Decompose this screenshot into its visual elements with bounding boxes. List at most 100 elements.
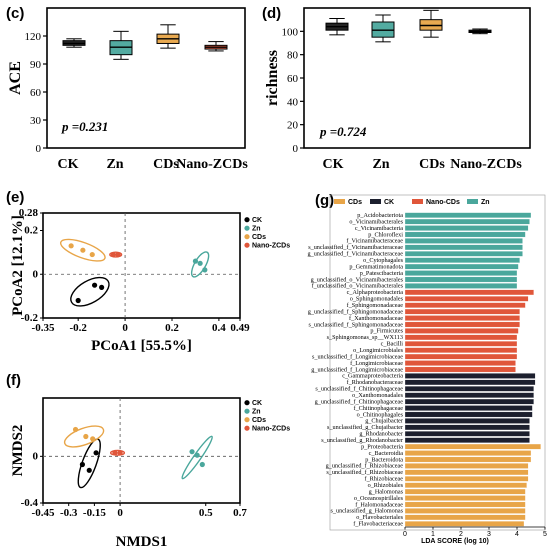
lda-bar <box>404 308 520 315</box>
lda-bar <box>404 257 520 263</box>
taxon-label: c_Gammaproteobacteria <box>342 373 403 380</box>
y-tick-label: 0 <box>36 143 42 155</box>
y-axis-title: PCoA2 [12.1%] <box>10 215 26 316</box>
legend-swatch-nano-cds <box>412 199 423 204</box>
confidence-ellipse-nano-zcds <box>109 449 126 456</box>
lda-bar <box>404 244 523 251</box>
x-category-label: CDs <box>419 157 445 172</box>
lda-bar <box>404 283 518 289</box>
lda-bar <box>404 218 530 225</box>
x-category-label: Nano-ZCDs <box>450 157 522 172</box>
lda-bar <box>404 315 520 321</box>
point-ck <box>93 450 99 456</box>
lda-bar <box>404 276 518 283</box>
y-tick-label: 0 <box>33 450 39 462</box>
legend-marker-ck <box>244 217 250 223</box>
taxon-label: f_Xanthomonadaceae <box>349 315 403 322</box>
legend-label: Nano-ZCDs <box>252 243 290 250</box>
y-tick-label: 30 <box>30 115 42 127</box>
point-ck <box>75 297 81 304</box>
lda-bar <box>404 353 518 360</box>
panel-label-f: (f) <box>6 372 21 389</box>
taxon-label: f_Sphingomonadaceae <box>347 302 404 309</box>
lda-bar <box>404 238 523 244</box>
legend-marker-zn <box>244 408 250 414</box>
lda-bar <box>404 296 529 302</box>
lda-bar <box>404 321 520 328</box>
p-value-annotation: p =0.724 <box>319 124 367 139</box>
x-axis-title: NMDS1 <box>116 534 168 550</box>
taxon-label: f_Vicinamibacteraceae <box>346 238 403 245</box>
pcoa-scatter-panel: -0.35 -0.2 0 0.2 0.4 0.49-0.200.20.28CKZnCDsN… <box>10 207 290 354</box>
lda-bar <box>404 405 533 411</box>
p-value-annotation: p =0.231 <box>61 119 108 134</box>
lefse-bar-panel: CDs CK Nano-CDs Zn p_Acidobacteriotao_Vicina… <box>308 194 547 545</box>
lda-bar <box>404 360 516 366</box>
taxon-label: p_Acidobacteriota <box>357 212 403 219</box>
lda-bar <box>404 302 526 308</box>
taxon-label: o_Oceanospirillales <box>354 495 404 502</box>
lda-bar <box>404 431 530 437</box>
point-zn <box>202 267 208 273</box>
taxon-label: s_unclassified_f_Sphingomonadaceae <box>308 321 403 328</box>
point-ck <box>79 461 85 468</box>
taxon-label: o_Longimicrobiales <box>353 347 403 354</box>
panel-label-d: (d) <box>262 5 281 22</box>
x-category-label: CK <box>58 157 79 172</box>
y-tick-label: -0.4 <box>21 497 39 509</box>
lda-bar <box>404 270 518 276</box>
point-cds <box>68 243 74 249</box>
legend-marker-nano-zcds <box>244 242 250 248</box>
x-tick-label: 0.7 <box>233 507 247 519</box>
x-tick-label: 0 <box>122 322 128 334</box>
y-axis-title: richness <box>264 50 281 106</box>
confidence-ellipse-cds <box>63 425 105 448</box>
taxon-label: o_Vicinamibacterales <box>349 218 403 225</box>
lda-bar <box>404 437 530 443</box>
lda-bar <box>404 476 529 482</box>
taxon-label: c_Alphaproteobacteria <box>347 289 404 296</box>
legend-marker-ck <box>244 400 250 406</box>
taxon-label: f_Rhizobiaceae <box>365 476 404 483</box>
lda-bar <box>404 341 518 347</box>
y-tick-label: 80 <box>287 50 299 62</box>
plot-frame <box>42 397 241 504</box>
taxon-label: s_unclassified_f_Vicinamibacteraceae <box>308 244 403 251</box>
lda-bar <box>404 521 525 527</box>
lda-bar <box>404 463 529 469</box>
taxon-label: p_Proteobacteria <box>361 443 403 450</box>
point-cds <box>90 436 96 442</box>
lda-bar <box>404 334 518 341</box>
lda-bar <box>404 212 532 218</box>
x-tick-label: 0.2 <box>165 322 179 334</box>
y-tick-label: 90 <box>30 59 42 71</box>
y-tick-label: 60 <box>287 73 299 85</box>
y-tick-label: 0 <box>33 268 39 280</box>
point-nano-zcds <box>110 251 116 258</box>
x-category-label: Zn <box>106 157 123 172</box>
legend-label: CK <box>384 199 394 206</box>
panel-label-c: (c) <box>6 5 24 22</box>
taxon-label: s_unclassified_f_Rhizobiaceae <box>326 469 403 476</box>
panel-label-g: (g) <box>315 192 334 209</box>
lda-bar <box>404 418 530 424</box>
taxon-label: p_Firmicutes <box>370 328 403 335</box>
taxon-label: o_Rhizobiales <box>368 482 404 489</box>
lda-bar <box>404 386 534 392</box>
taxon-label: s_unclassified_g_Halomonas <box>330 508 403 515</box>
x-tick-label: 0 <box>117 507 123 519</box>
lda-bar <box>404 251 523 257</box>
x-axis-title: LDA SCORE (log 10) <box>421 538 489 545</box>
legend-label: Nano-CDs <box>426 199 460 206</box>
legend-label: Zn <box>252 409 261 416</box>
y-tick-label: 0.2 <box>24 225 38 237</box>
taxon-label: p_Bacteroidota <box>365 456 403 463</box>
lda-bar <box>404 366 516 373</box>
legend-label: CK <box>252 400 262 407</box>
taxon-label: s_unclassified_f_Chitinophagaceae <box>315 386 403 393</box>
point-cds <box>72 426 79 433</box>
x-tick-label: 5 <box>543 531 547 538</box>
legend-swatch-cds <box>334 199 345 204</box>
